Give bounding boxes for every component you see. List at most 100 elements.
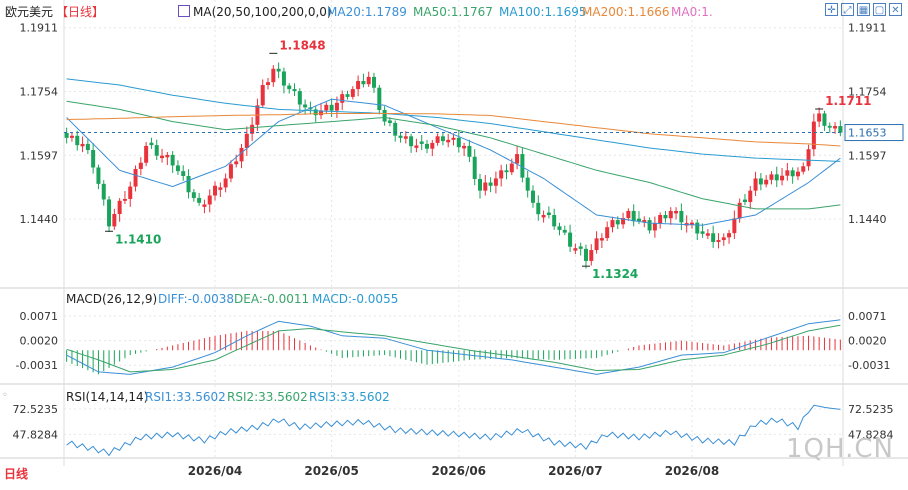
candle-body — [117, 200, 122, 214]
macd-title: MACD(26,12,9) — [66, 292, 158, 306]
candle-body — [377, 87, 382, 110]
candle-body — [578, 246, 583, 249]
candle-body — [520, 154, 525, 178]
candle-body — [101, 183, 106, 200]
candle-body — [287, 85, 292, 90]
ma-line-ma20 — [66, 98, 841, 226]
ma20-value: MA20:1.1789 — [327, 5, 407, 19]
candle-body — [663, 215, 668, 219]
price-tick-right: 1.1597 — [848, 149, 887, 162]
candle-body — [409, 136, 414, 147]
rsi-tick-right: 72.5235 — [848, 403, 894, 416]
candle-body — [223, 178, 228, 188]
candle-body — [647, 220, 652, 231]
settings-icon[interactable]: ▦ — [857, 3, 870, 16]
date-tick-label: 2026/05 — [304, 464, 358, 478]
date-tick-label: 2026/07 — [548, 464, 602, 478]
candle-body — [69, 135, 74, 138]
candle-body — [149, 142, 154, 146]
candle-body — [568, 232, 573, 247]
candle-body — [393, 122, 398, 136]
candle-body — [790, 170, 795, 177]
candle-body — [737, 202, 742, 219]
expand-icon[interactable]: ⤢ — [841, 3, 854, 16]
candle-body — [806, 149, 811, 167]
price-tick-left: 1.1911 — [20, 22, 59, 35]
candle-body — [80, 143, 85, 147]
candle-body — [313, 109, 318, 116]
symbol-title: 欧元美元 — [5, 5, 54, 19]
candle-body — [372, 76, 377, 88]
price-tick-right: 1.1911 — [848, 22, 887, 35]
candle-body — [536, 202, 541, 215]
candle-body — [700, 231, 705, 234]
period-switch[interactable]: 日线 — [4, 467, 29, 481]
candle-body — [292, 89, 297, 92]
chart-toolbar: ✛ ⤢ ▦ ▢ ✕ — [825, 3, 902, 16]
candle-body — [748, 190, 753, 203]
candle-body — [345, 94, 350, 97]
candle-body — [488, 182, 493, 186]
candle-body — [75, 135, 80, 146]
candle-body — [785, 170, 790, 176]
candle-body — [303, 104, 308, 108]
candle-body — [440, 136, 445, 142]
candle-body — [695, 222, 700, 234]
candle-body — [679, 210, 684, 223]
candle-body — [456, 137, 461, 148]
candle-body — [732, 218, 737, 234]
candle-body — [838, 126, 843, 133]
extreme-label: 1.1410 — [115, 232, 161, 246]
candle-body — [615, 220, 620, 225]
candle-body — [636, 218, 641, 222]
macd-tick-right: -0.0031 — [848, 359, 890, 372]
date-tick-label: 2026/04 — [188, 464, 242, 478]
candle-body — [91, 150, 96, 168]
candle-body — [573, 248, 578, 251]
date-tick-label: 2026/08 — [665, 464, 719, 478]
candle-body — [96, 167, 101, 184]
candle-body — [165, 154, 170, 158]
candle-body — [361, 80, 366, 85]
candle-body — [753, 178, 758, 191]
candle-body — [144, 145, 149, 163]
rsi-title: RSI(14,14,14) — [66, 390, 149, 404]
candle-body — [64, 132, 69, 138]
candle-body — [181, 171, 186, 177]
rsi-tick-right: 47.8284 — [848, 428, 894, 441]
candle-body — [822, 113, 827, 126]
ma-line-ma200 — [66, 113, 841, 147]
candle-body — [266, 82, 271, 86]
candle-body — [260, 85, 265, 106]
rsi-tick-left: 72.5235 — [13, 403, 59, 416]
candle-body — [721, 237, 726, 241]
candle-body — [557, 226, 562, 230]
candle-body — [668, 210, 673, 219]
candle-body — [271, 68, 276, 83]
macd-tick-right: 0.0020 — [848, 335, 887, 348]
candle-body — [334, 102, 339, 111]
rsi1-value: RSI1:33.5602 — [145, 390, 226, 404]
macd-value: MACD:-0.0055 — [312, 292, 399, 306]
candle-body — [430, 142, 435, 149]
candle-body — [250, 124, 255, 134]
candle-body — [160, 155, 165, 159]
candle-body — [780, 175, 785, 181]
candle-body — [658, 215, 663, 224]
restore-icon[interactable]: ▢ — [873, 3, 886, 16]
close-icon[interactable]: ✕ — [889, 3, 902, 16]
candle-body — [403, 136, 408, 139]
candle-body — [530, 190, 535, 203]
candle-body — [297, 91, 302, 105]
candle-body — [477, 178, 482, 191]
candle-body — [774, 174, 779, 181]
price-tick-right: 1.1440 — [848, 213, 887, 226]
candle-body — [340, 94, 345, 103]
macd-diff-value: DIFF:-0.0038 — [158, 292, 235, 306]
candle-body — [626, 210, 631, 219]
crosshair-icon[interactable]: ✛ — [825, 3, 838, 16]
candle-body — [451, 137, 456, 140]
ma-line-ma50 — [66, 100, 841, 210]
candle-body — [705, 233, 710, 236]
